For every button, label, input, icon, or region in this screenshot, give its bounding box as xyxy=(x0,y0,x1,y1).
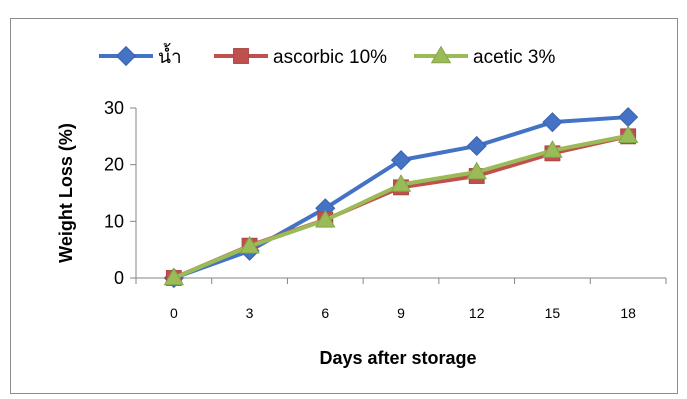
plot-area xyxy=(163,106,639,289)
y-tick-label: 0 xyxy=(114,268,124,288)
legend-marker xyxy=(115,45,137,67)
x-tick-label: 15 xyxy=(545,305,561,321)
legend-item-2: ascorbic 10% xyxy=(214,47,387,68)
x-tick-label: 6 xyxy=(321,305,329,321)
legend-marker xyxy=(430,45,452,64)
x-tick-label: 3 xyxy=(246,305,254,321)
x-tick-label: 9 xyxy=(397,305,405,321)
y-tick-label: 30 xyxy=(104,98,124,118)
data-point xyxy=(466,161,487,180)
data-point xyxy=(618,106,639,128)
data-point xyxy=(466,135,487,157)
legend-item-1: น้ำ xyxy=(99,43,182,68)
top-crop-strip xyxy=(0,0,687,16)
legend-label: acetic 3% xyxy=(473,47,555,68)
data-point xyxy=(163,267,185,286)
series-3 xyxy=(163,125,639,286)
legend-label: น้ำ xyxy=(158,43,182,68)
x-tick-label: 18 xyxy=(620,305,636,321)
data-point xyxy=(390,150,412,171)
data-point xyxy=(542,112,563,133)
y-tick-label: 20 xyxy=(104,155,124,175)
legend-marker xyxy=(233,48,249,64)
series-line xyxy=(173,115,629,280)
chart-area-frame xyxy=(10,18,678,394)
data-point xyxy=(315,209,336,228)
y-tick-label: 10 xyxy=(104,211,124,231)
series-1 xyxy=(163,106,639,289)
legend-item-3: acetic 3% xyxy=(414,45,555,68)
x-tick-label: 12 xyxy=(469,305,485,321)
data-point xyxy=(617,125,639,144)
data-point xyxy=(390,174,412,192)
x-axis-title: Days after storage xyxy=(319,348,476,368)
data-point xyxy=(239,235,260,254)
x-tick-label: 0 xyxy=(170,305,178,321)
legend-label: ascorbic 10% xyxy=(273,47,387,68)
chart-legend: น้ำ ascorbic 10% acetic 3% xyxy=(99,43,555,68)
chart-axes: 0 10 20 30 0 3 6 9 12 15 18 xyxy=(104,98,667,321)
y-axis-title: Weight Loss (%) xyxy=(56,123,76,263)
data-point xyxy=(542,140,563,158)
